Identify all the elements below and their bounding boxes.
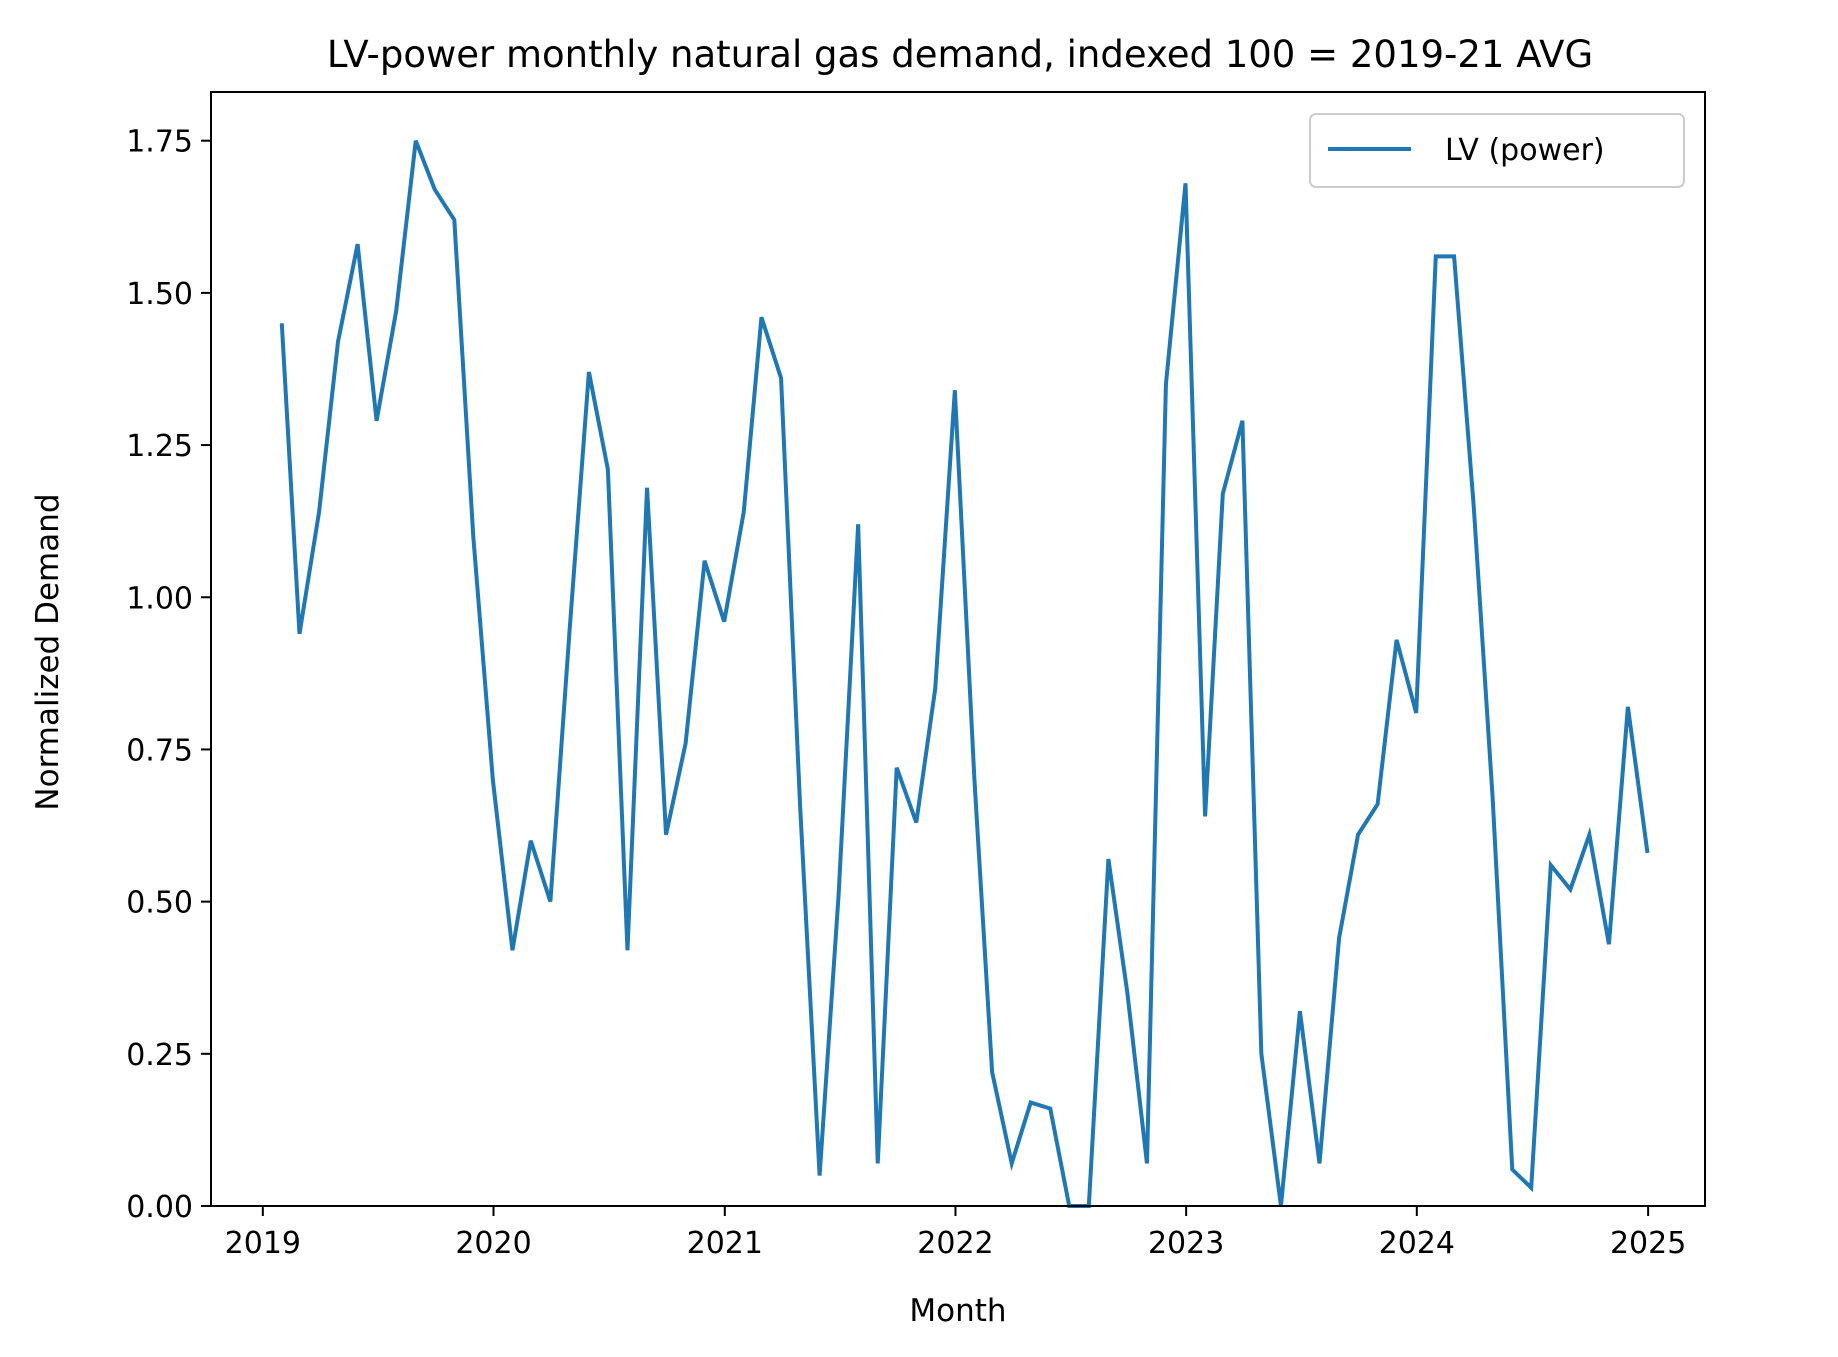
x-tick-label: 2021 (687, 1226, 763, 1261)
y-tick-label: 0.75 (126, 733, 193, 768)
x-tick-label: 2019 (225, 1226, 301, 1261)
series-line-0 (279, 139, 1650, 1208)
x-tick-label: 2023 (1148, 1226, 1224, 1261)
y-axis: 0.00 0.25 0.50 0.75 1.00 1.25 1.50 1.75 (126, 125, 211, 1225)
chart-title: LV-power monthly natural gas demand, ind… (327, 33, 1593, 76)
y-tick-label: 0.50 (126, 886, 193, 921)
y-tick-label: 0.25 (126, 1038, 193, 1073)
y-tick-label: 1.00 (126, 581, 193, 616)
x-tick-label: 2025 (1610, 1226, 1686, 1261)
x-axis: 2019 2020 2021 2022 2023 2024 2025 (225, 1206, 1686, 1261)
series-layer (279, 139, 1650, 1208)
x-tick-label: 2020 (455, 1226, 531, 1261)
y-tick-label: 0.00 (126, 1190, 193, 1225)
x-axis-title: Month (909, 1293, 1006, 1329)
y-axis-title: Normalized Demand (30, 493, 66, 810)
legend-label: LV (power) (1445, 133, 1605, 168)
axes-frame (210, 91, 1706, 1207)
y-tick-label: 1.75 (126, 125, 193, 160)
y-tick-label: 1.25 (126, 429, 193, 464)
plot-area (211, 92, 1705, 1206)
legend: LV (power) (1309, 113, 1685, 188)
x-tick-label: 2022 (917, 1226, 993, 1261)
y-tick-label: 1.50 (126, 277, 193, 312)
x-tick-label: 2024 (1379, 1226, 1455, 1261)
axes-spines (210, 91, 1706, 1207)
legend-box (1309, 113, 1685, 188)
